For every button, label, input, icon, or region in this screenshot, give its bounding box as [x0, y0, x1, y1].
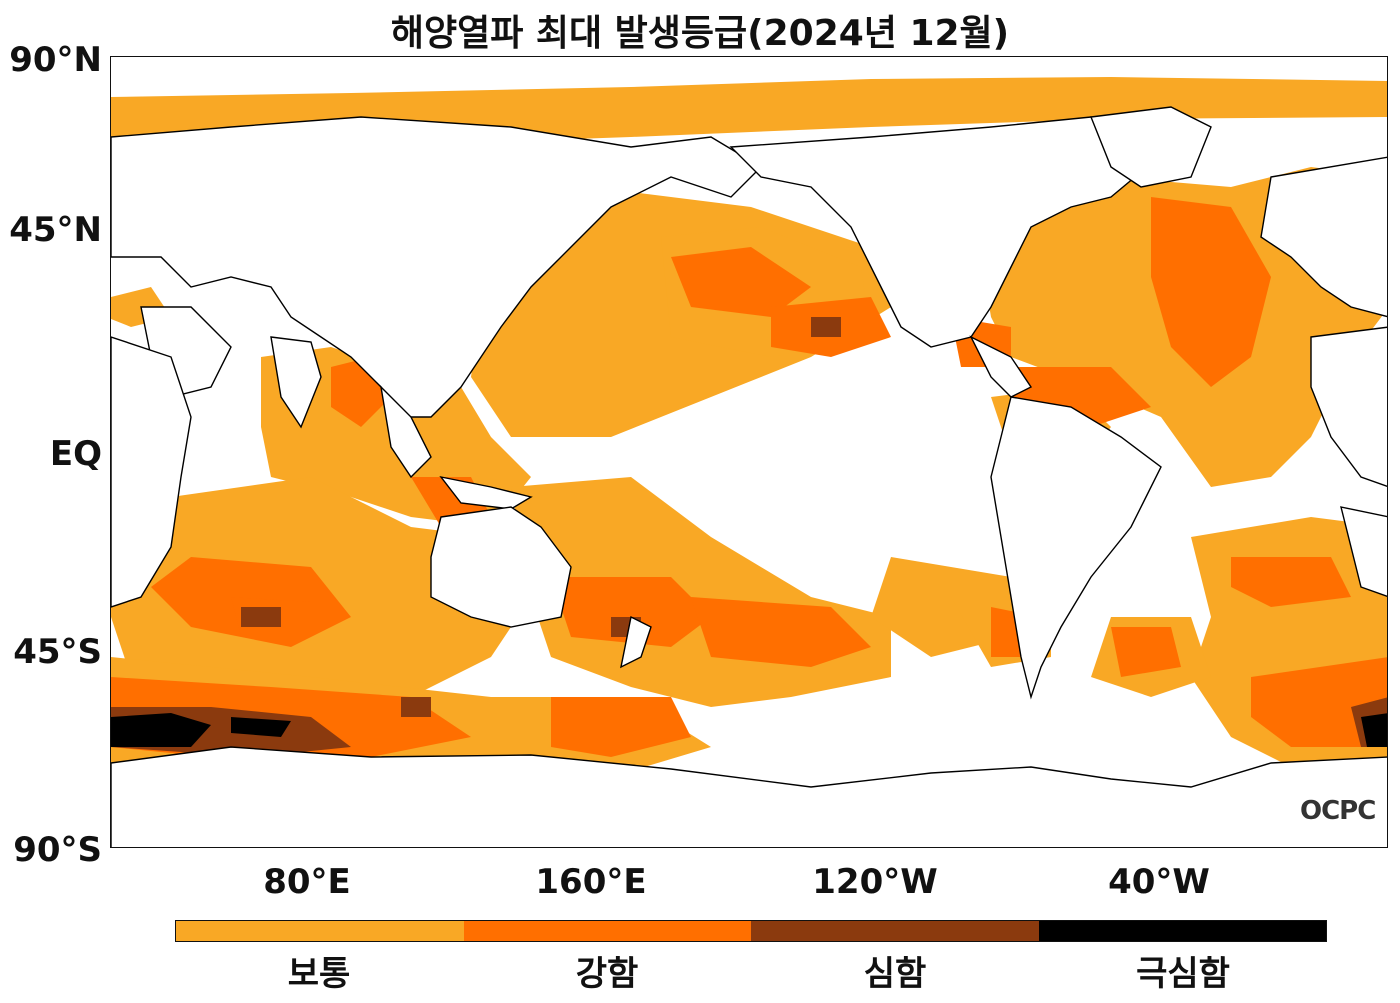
map-canvas: [111, 77, 1387, 847]
legend-label-moderate: 보통: [287, 954, 351, 994]
legend-label-severe: 심함: [863, 954, 927, 994]
north-america-landmass: [729, 116, 1173, 348]
south-america-landmass: [990, 396, 1162, 700]
eurasia-landmass: [111, 116, 763, 418]
central-america-landmass: [969, 335, 1033, 398]
lon-label-160e: 160°E: [535, 862, 647, 902]
greenland-landmass: [1090, 106, 1212, 188]
legend-swatch-extreme: [1038, 921, 1326, 941]
ocpc-logo: OCPC: [1300, 796, 1376, 826]
lat-label-45s: 45°S: [13, 632, 102, 672]
antarctica-landmass: [111, 746, 1387, 847]
southern-africa-landmass: [1340, 506, 1387, 598]
legend-label-extreme: 극심함: [1136, 954, 1230, 994]
land-layer: [111, 106, 1387, 847]
legend-swatch-moderate: [176, 921, 464, 941]
lat-label-90s: 90°S: [13, 830, 102, 870]
north-africa-landmass: [1310, 326, 1387, 488]
lat-label-90n: 90°N: [9, 40, 102, 80]
africa-landmass: [111, 336, 192, 608]
southeast-asia-landmass: [379, 384, 432, 479]
legend-swatch-severe: [751, 921, 1039, 941]
australia-landmass: [430, 506, 572, 628]
map-title: 해양열파 최대 발생등급(2024년 12월): [390, 13, 1010, 54]
europe-landmass: [1260, 156, 1387, 318]
legend-swatch-strong: [463, 921, 751, 941]
lon-label-40w: 40°W: [1108, 862, 1210, 902]
new-zealand-landmass: [620, 615, 652, 669]
lon-label-120w: 120°W: [812, 862, 938, 902]
lat-label-eq: EQ: [49, 434, 102, 474]
lon-label-80e: 80°E: [263, 862, 351, 902]
india-landmass: [270, 336, 322, 429]
legend-colorbar: [175, 920, 1327, 942]
indonesia-islands: [439, 475, 533, 510]
world-map: [110, 56, 1388, 848]
heatwave-extreme-layer: [111, 713, 1387, 747]
legend-label-strong: 강함: [575, 954, 639, 994]
lat-label-45n: 45°N: [9, 210, 102, 250]
